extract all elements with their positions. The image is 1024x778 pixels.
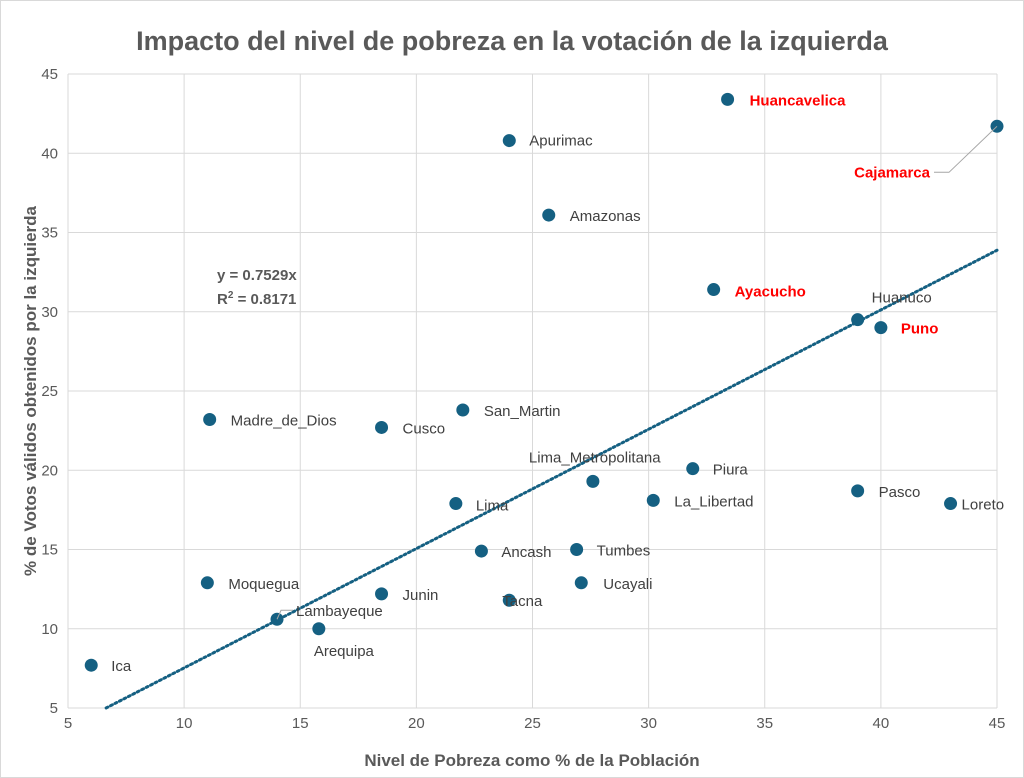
trendline-equation: y = 0.7529x xyxy=(217,267,297,284)
leader-line xyxy=(934,125,998,173)
data-point xyxy=(375,420,389,434)
point-label: Madre_de_Dios xyxy=(231,413,337,430)
y-tick-label: 25 xyxy=(41,383,58,400)
data-points xyxy=(84,92,1004,672)
data-point xyxy=(449,497,463,511)
r2-superscript: 2 xyxy=(228,290,234,301)
point-label: Lambayeque xyxy=(296,603,383,620)
data-point xyxy=(686,462,700,476)
point-labels: Huancavelica Cajamarca Apurimac Amazonas Aya… xyxy=(111,92,1004,675)
point-label: Ucayali xyxy=(603,576,652,593)
data-point xyxy=(312,622,326,636)
data-point xyxy=(851,313,865,327)
y-axis-title: % de Votos válidos obtenidos por la izqu… xyxy=(21,205,40,576)
data-point xyxy=(542,208,556,222)
point-label: Pasco xyxy=(879,484,921,501)
data-point xyxy=(84,658,98,672)
y-tick-label: 35 xyxy=(41,225,58,242)
leader-line xyxy=(276,609,294,620)
point-label: Moquegua xyxy=(228,576,300,593)
x-tick-label: 45 xyxy=(989,715,1006,732)
data-point xyxy=(203,413,217,427)
data-point xyxy=(874,321,888,335)
y-tick-label: 45 xyxy=(41,66,58,83)
chart-title: Impacto del nivel de pobreza en la votac… xyxy=(136,26,889,56)
data-point xyxy=(570,543,584,556)
data-point xyxy=(502,134,516,148)
x-tick-label: 30 xyxy=(640,715,657,732)
trendline-r2: R2 = 0.8171 xyxy=(217,290,296,308)
point-label: Huanuco xyxy=(872,290,932,307)
data-point xyxy=(944,497,958,511)
point-label: Puno xyxy=(901,321,939,338)
data-point xyxy=(721,92,735,106)
x-tick-label: 25 xyxy=(524,715,541,732)
data-point xyxy=(456,403,470,417)
point-label: San_Martin xyxy=(484,403,561,420)
trendline-path xyxy=(104,248,999,710)
x-tick-label: 40 xyxy=(873,715,890,732)
point-label: Apurimac xyxy=(529,133,593,150)
point-label: Tumbes xyxy=(597,543,651,560)
tick-labels: 5 10 15 20 25 30 35 40 45 5 10 15 20 25 30 35 40 45 xyxy=(41,66,1005,732)
data-point xyxy=(851,484,865,498)
data-point xyxy=(646,493,660,507)
point-label: Ancash xyxy=(501,544,551,561)
x-tick-label: 20 xyxy=(408,715,425,732)
point-label: Cajamarca xyxy=(854,164,931,181)
data-point xyxy=(200,576,214,590)
r2-value: = 0.8171 xyxy=(233,291,296,308)
x-tick-label: 15 xyxy=(292,715,309,732)
data-point xyxy=(574,576,588,590)
y-tick-label: 30 xyxy=(41,304,58,321)
x-axis-title: Nivel de Pobreza como % de la Población xyxy=(364,751,699,770)
y-tick-label: 40 xyxy=(41,145,58,162)
point-label: Lima_Metropolitana xyxy=(529,449,661,466)
point-label: La_Libertad xyxy=(674,493,753,510)
point-label: Cusco xyxy=(403,420,446,437)
x-tick-label: 35 xyxy=(756,715,773,732)
trendline xyxy=(104,248,999,710)
point-label: Amazonas xyxy=(570,208,641,225)
data-point xyxy=(375,587,389,601)
point-label: Junin xyxy=(403,587,439,604)
data-point xyxy=(707,283,721,297)
r2-label: R xyxy=(217,291,228,308)
point-label: Tacna xyxy=(502,593,543,610)
point-label: Ica xyxy=(111,658,132,675)
point-label: Piura xyxy=(713,462,749,479)
point-label: Ayacucho xyxy=(735,284,806,301)
point-label: Lima xyxy=(476,498,509,515)
data-point xyxy=(474,544,488,558)
y-tick-label: 20 xyxy=(41,462,58,479)
point-label: Loreto xyxy=(962,497,1005,514)
x-tick-label: 10 xyxy=(176,715,193,732)
data-point xyxy=(586,474,600,488)
y-tick-label: 10 xyxy=(41,621,58,638)
y-tick-label: 15 xyxy=(41,542,58,559)
point-label: Huancavelica xyxy=(750,92,847,109)
data-point xyxy=(502,593,516,607)
x-tick-label: 5 xyxy=(64,715,72,732)
y-tick-label: 5 xyxy=(50,700,58,717)
gridlines xyxy=(67,73,998,709)
point-label: Arequipa xyxy=(314,643,375,660)
